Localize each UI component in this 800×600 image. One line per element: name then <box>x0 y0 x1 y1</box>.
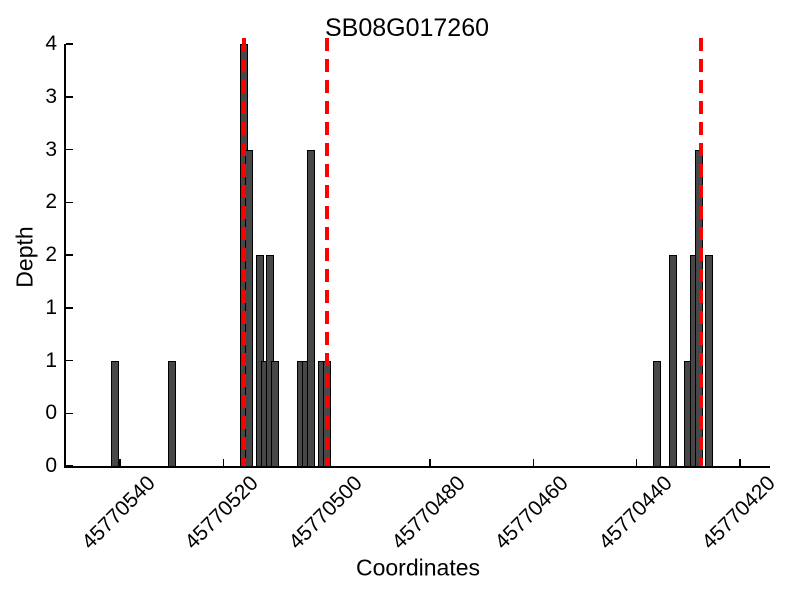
x-tick <box>739 459 741 466</box>
y-axis-line <box>64 44 66 468</box>
y-tick-label: 1 <box>45 348 57 372</box>
y-tick <box>66 96 73 98</box>
y-tick-label: 2 <box>45 243 57 266</box>
y-tick <box>66 412 73 414</box>
x-tick-label: 45770480 <box>387 471 470 554</box>
y-tick <box>66 43 73 45</box>
depth-bar <box>167 360 176 467</box>
y-tick <box>66 201 73 203</box>
x-tick-label: 45770440 <box>594 471 677 554</box>
depth-bar <box>668 255 677 467</box>
y-tick-label: 0 <box>45 401 57 425</box>
y-tick <box>66 148 73 151</box>
marker-line <box>699 38 704 466</box>
depth-bar <box>110 360 119 467</box>
y-tick <box>66 359 73 362</box>
x-tick <box>635 459 638 466</box>
x-tick-label: 45770500 <box>284 471 367 554</box>
depth-bar <box>705 255 713 467</box>
x-axis-title: Coordinates <box>355 554 481 581</box>
plot-title: SB08G017260 <box>324 14 490 42</box>
marker-line <box>324 38 329 466</box>
depth-bar <box>271 360 279 467</box>
y-tick-label: 3 <box>45 84 57 108</box>
marker-line <box>242 38 246 466</box>
y-tick-label: 0 <box>45 454 57 477</box>
x-tick <box>429 459 431 466</box>
y-tick-label: 1 <box>45 295 57 319</box>
depth-bar <box>307 149 316 467</box>
x-tick-label: 45770420 <box>697 471 780 554</box>
y-tick-label: 3 <box>45 137 57 161</box>
x-tick-label: 45770520 <box>180 471 264 554</box>
x-tick <box>222 459 225 466</box>
y-tick <box>66 465 73 467</box>
depth-bar <box>245 149 254 467</box>
x-tick <box>532 459 535 466</box>
y-tick-label: 2 <box>45 190 57 214</box>
x-axis-line <box>64 466 770 468</box>
x-tick-label: 45770540 <box>77 471 160 554</box>
x-tick <box>119 459 121 466</box>
y-tick <box>66 254 73 256</box>
y-tick <box>66 307 73 309</box>
x-tick-label: 45770460 <box>490 471 574 554</box>
y-tick-label: 4 <box>45 32 57 55</box>
depth-bar <box>653 360 662 467</box>
